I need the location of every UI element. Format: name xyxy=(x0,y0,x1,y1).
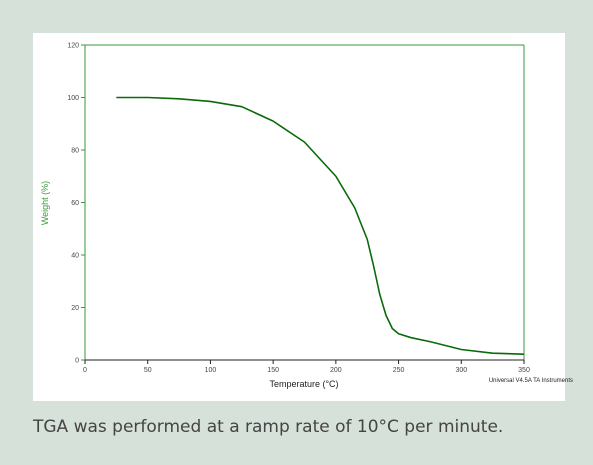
x-tick-label: 350 xyxy=(518,367,530,374)
y-tick-label: 0 xyxy=(75,358,79,365)
y-tick-label: 120 xyxy=(67,43,79,50)
x-tick-label: 50 xyxy=(144,367,152,374)
annotation: Universal V4.5A TA Instruments xyxy=(489,378,573,384)
x-axis-label: Temperature (°C) xyxy=(269,379,338,389)
panel xyxy=(33,33,565,401)
x-tick-label: 200 xyxy=(330,367,342,374)
y-axis-label: Weight (%) xyxy=(40,181,50,225)
y-tick-label: 20 xyxy=(71,305,79,312)
y-tick-label: 40 xyxy=(71,253,79,260)
x-tick-label: 150 xyxy=(267,367,279,374)
x-tick-label: 300 xyxy=(455,367,467,374)
x-tick-label: 250 xyxy=(393,367,405,374)
y-tick-label: 100 xyxy=(67,95,79,102)
data-line xyxy=(116,96,525,356)
caption: TGA was performed at a ramp rate of 10°C… xyxy=(33,417,504,437)
y-tick-label: 80 xyxy=(71,148,79,155)
x-tick-label: 0 xyxy=(83,367,87,374)
y-tick-label: 60 xyxy=(71,200,79,207)
x-tick-label: 100 xyxy=(205,367,217,374)
